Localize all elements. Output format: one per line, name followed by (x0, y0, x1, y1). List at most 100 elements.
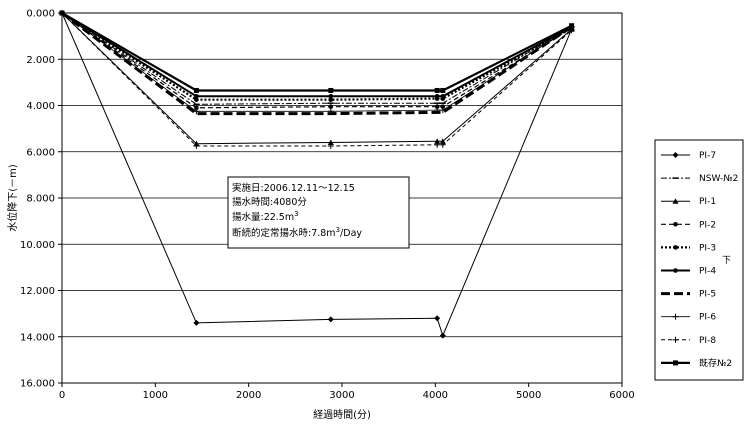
y-tick-label: 12.000 (20, 286, 55, 297)
annotation-volume-text: 揚水量:22.5m (232, 211, 294, 223)
x-tick-label: 6000 (609, 390, 634, 401)
annotation-rate-unit: /Day (340, 228, 362, 239)
x-tick-label: 5000 (516, 390, 541, 401)
series-line (61, 12, 573, 338)
data-point (440, 104, 446, 109)
series-line (61, 11, 573, 116)
series-line (61, 12, 572, 112)
series-line (61, 12, 572, 109)
series-line (61, 12, 572, 147)
series-line (61, 12, 573, 98)
legend-label: PI-4 (699, 267, 716, 277)
legend-label: PI-1 (699, 197, 716, 207)
data-point (434, 93, 440, 99)
series-3 (59, 10, 575, 147)
y-tick-label: 14.000 (20, 332, 55, 343)
annotation-date: 実施日:2006.12.11～12.15 (232, 182, 355, 194)
series-layer (59, 10, 575, 339)
data-point (440, 93, 446, 99)
data-point (328, 97, 334, 103)
x-axis-title: 経過時間(分) (313, 408, 371, 421)
data-point (59, 10, 65, 16)
y-tick-label: 6.000 (26, 147, 55, 158)
data-point (439, 332, 446, 339)
x-axis-ticks: 0 1000 2000 3000 4000 5000 6000 (59, 383, 635, 401)
legend-item: PI-4 (661, 267, 716, 277)
data-point (327, 139, 334, 145)
legend-label: NSW-№2 (699, 174, 738, 184)
x-tick-label: 3000 (329, 390, 354, 401)
legend-marker (672, 152, 679, 158)
series-7 (61, 11, 573, 116)
data-point (434, 315, 441, 322)
series-9 (59, 10, 575, 149)
data-point (434, 104, 440, 109)
legend-item: PI-5 (661, 290, 716, 300)
legend-item: PI-1 (661, 197, 716, 207)
legend-marker (673, 245, 678, 250)
legend-label: PI-5 (699, 290, 716, 300)
series-line (61, 12, 573, 92)
data-point (193, 319, 200, 326)
y-tick-label: 2.000 (26, 55, 55, 66)
x-tick-label: 4000 (423, 390, 448, 401)
legend-marker (673, 222, 678, 227)
y-tick-label: 0.000 (26, 9, 55, 20)
y-tick-label: 4.000 (26, 101, 55, 112)
x-tick-label: 2000 (236, 390, 261, 401)
legend-extra-label: 下 (722, 256, 731, 266)
data-point (439, 138, 446, 144)
series-line (61, 12, 572, 145)
data-point (193, 87, 199, 93)
legend-label: PI-3 (699, 243, 716, 253)
data-point (569, 23, 575, 29)
annotation-volume: 揚水量:22.5m3 (232, 210, 299, 223)
series-10 (59, 10, 575, 93)
data-point (328, 93, 334, 99)
data-point (327, 316, 334, 323)
legend-marker (672, 198, 679, 204)
legend-item: PI-7 (661, 151, 716, 161)
legend-label: PI-2 (699, 220, 716, 230)
legend-label: PI-6 (699, 313, 716, 323)
data-point (434, 138, 441, 144)
annotation-steady-rate: 断続的定常揚水時:7.8m3/Day (232, 226, 362, 239)
legend-item: PI-2 (661, 220, 716, 230)
legend-marker (673, 360, 678, 366)
legend-item: PI-8 (661, 336, 716, 346)
y-axis-ticks: 0.000 2.000 4.000 6.000 8.000 10.000 12.000 14.… (20, 9, 62, 390)
data-point (194, 97, 199, 103)
data-point (328, 87, 334, 93)
annotation-frame (227, 176, 410, 249)
data-point (328, 104, 334, 109)
annotation-box: 実施日:2006.12.11～12.15 揚水時間:4080分 揚水量:22.5… (227, 176, 410, 249)
annotation-volume-sup: 3 (294, 210, 298, 218)
y-tick-label: 10.000 (20, 240, 55, 251)
legend-label: 既存№2 (699, 357, 732, 369)
series-line (61, 12, 572, 105)
legend-item: PI-6 (661, 313, 716, 323)
legend-item: NSW-№2 (661, 174, 738, 184)
legend: PI-7 NSW-№2 PI-1 PI-2 PI-3 PI-4 PI-5 PI-6 PI-8 既存… (654, 139, 744, 381)
data-point (440, 87, 446, 93)
series-line (61, 12, 573, 101)
legend-label: PI-8 (699, 336, 716, 346)
y-tick-label: 16.000 (20, 379, 55, 390)
legend-item: PI-3 (661, 243, 716, 253)
annotation-rate-sup: 3 (336, 226, 340, 234)
annotation-rate-text: 断続的定常揚水時:7.8m (232, 227, 336, 239)
legend-marker (673, 268, 678, 273)
legend-items: PI-7 NSW-№2 PI-1 PI-2 PI-3 PI-4 PI-5 PI-6 PI-8 既存… (661, 151, 738, 369)
data-point (434, 87, 440, 93)
y-axis-title: 水位降下(－m) (6, 164, 19, 232)
annotation-duration: 揚水時間:4080分 (232, 196, 307, 208)
y-tick-label: 8.000 (26, 194, 55, 205)
legend-label: PI-7 (699, 151, 716, 161)
data-point (194, 93, 199, 99)
x-tick-label: 0 (59, 390, 65, 401)
x-tick-label: 1000 (143, 390, 168, 401)
legend-item: 既存№2 (661, 357, 732, 369)
data-point (194, 105, 199, 111)
